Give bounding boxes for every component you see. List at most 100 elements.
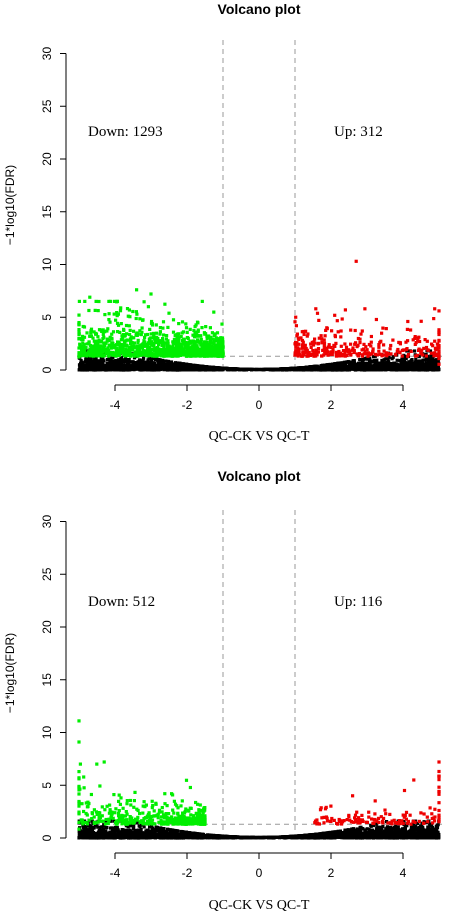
- point-down: [214, 336, 218, 340]
- point-up: [374, 317, 378, 322]
- point-down: [204, 332, 208, 336]
- point-ns: [398, 358, 403, 363]
- point-down: [98, 346, 102, 350]
- point-up: [380, 331, 384, 335]
- point-ns: [139, 364, 143, 368]
- point-ns: [144, 363, 148, 368]
- point-up: [389, 343, 393, 348]
- point-down: [179, 335, 183, 339]
- point-down: [204, 325, 208, 329]
- point-up: [330, 329, 334, 333]
- point-down: [200, 326, 204, 330]
- point-ns: [393, 364, 397, 368]
- point-ns: [107, 362, 111, 366]
- point-down: [80, 338, 84, 342]
- point-up: [382, 343, 386, 347]
- point-ns: [358, 358, 362, 362]
- point-up: [406, 353, 411, 357]
- point-up: [388, 347, 392, 351]
- point-down: [151, 354, 155, 358]
- point-down: [97, 299, 101, 304]
- point-down: [128, 332, 132, 337]
- point-down: [196, 334, 200, 338]
- point-ns: [89, 363, 93, 367]
- point-down: [116, 323, 121, 327]
- point-up: [368, 353, 372, 357]
- point-down: [185, 336, 189, 340]
- point-down: [138, 349, 142, 354]
- point-down: [179, 350, 184, 354]
- point-up: [341, 349, 346, 353]
- y-tick-label: 10: [40, 258, 54, 272]
- point-down: [136, 349, 140, 353]
- point-up: [327, 345, 331, 349]
- point-down: [206, 336, 210, 340]
- point-down: [181, 342, 185, 346]
- point-down: [203, 346, 207, 350]
- point-up: [343, 342, 347, 346]
- point-up: [300, 338, 304, 343]
- point-ns: [91, 365, 95, 369]
- point-ns: [425, 357, 429, 361]
- point-down: [163, 351, 167, 355]
- point-ns: [272, 368, 276, 372]
- point-ns: [386, 357, 390, 361]
- point-down: [162, 345, 166, 349]
- point-down: [130, 344, 134, 348]
- point-down: [80, 350, 84, 354]
- point-ns: [169, 360, 174, 364]
- point-ns: [390, 357, 394, 361]
- point-down: [77, 330, 81, 334]
- point-ns: [193, 364, 197, 368]
- point-ns: [316, 368, 320, 372]
- point-ns: [417, 355, 421, 359]
- point-ns: [105, 357, 109, 362]
- point-down: [134, 316, 138, 321]
- point-down: [85, 331, 89, 335]
- point-down: [100, 349, 104, 353]
- point-ns: [386, 362, 390, 366]
- point-down: [99, 328, 103, 332]
- point-down: [175, 354, 179, 358]
- point-down: [77, 332, 81, 336]
- point-ns: [139, 368, 143, 372]
- point-ns: [133, 362, 137, 366]
- point-up: [297, 342, 301, 346]
- point-ns: [79, 358, 83, 363]
- point-down: [125, 349, 129, 353]
- point-ns: [348, 367, 352, 371]
- point-ns: [119, 356, 123, 360]
- point-down: [107, 354, 111, 358]
- point-down: [192, 340, 196, 344]
- point-down: [85, 354, 89, 358]
- point-ns: [146, 366, 150, 370]
- point-ns: [317, 365, 321, 369]
- point-ns: [333, 362, 337, 366]
- x-tick-label: 2: [328, 398, 335, 412]
- point-ns: [373, 354, 377, 358]
- point-down: [107, 299, 111, 303]
- point-down: [118, 330, 122, 334]
- point-up: [409, 328, 413, 332]
- point-ns: [206, 365, 210, 369]
- point-down: [96, 309, 100, 313]
- point-down: [201, 343, 205, 347]
- point-down: [175, 347, 179, 351]
- point-down: [175, 343, 179, 347]
- point-up: [322, 353, 326, 357]
- point-ns: [426, 360, 430, 364]
- point-ns: [261, 367, 265, 372]
- point-down: [115, 314, 119, 318]
- chart-title: Volcano plot: [218, 1, 301, 17]
- point-ns: [324, 363, 328, 367]
- point-ns: [412, 366, 416, 371]
- point-ns: [230, 367, 234, 371]
- point-down: [126, 314, 130, 318]
- point-up: [356, 336, 360, 341]
- point-up: [326, 353, 330, 357]
- point-ns: [415, 360, 419, 364]
- point-up: [323, 350, 327, 354]
- point-down: [182, 339, 186, 343]
- point-up: [317, 336, 321, 340]
